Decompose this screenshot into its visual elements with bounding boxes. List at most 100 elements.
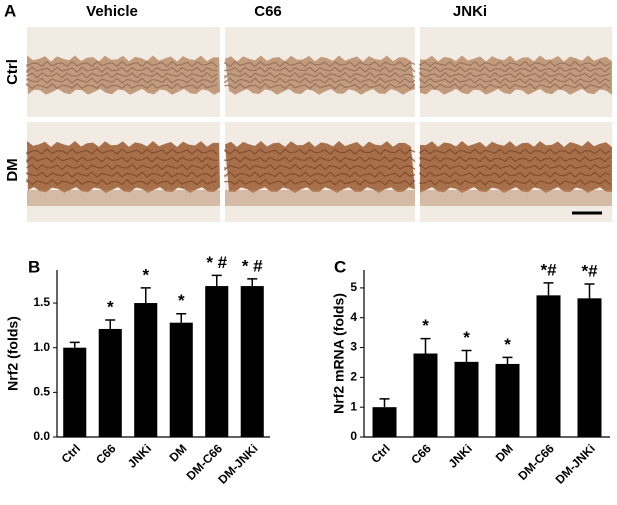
significance-label: * bbox=[422, 316, 429, 335]
x-tick-label: C66 bbox=[408, 441, 434, 467]
tissue-fiber bbox=[224, 60, 416, 68]
tissue-fiber bbox=[419, 171, 611, 178]
tissue-fiber bbox=[419, 156, 611, 163]
x-tick-label: DM-JNKi bbox=[553, 441, 598, 486]
x-tick-label: DM-C66 bbox=[515, 441, 557, 483]
y-tick-label: 1.5 bbox=[33, 295, 50, 309]
column-label: Vehicle bbox=[86, 3, 138, 20]
tissue-fiber bbox=[26, 163, 218, 171]
x-tick-label: DM bbox=[167, 441, 190, 464]
tissue-fiber bbox=[26, 171, 218, 178]
y-axis-label: Nrf2 mRNA (folds) bbox=[331, 293, 347, 414]
tissue-fiber bbox=[419, 163, 611, 171]
significance-label: *# bbox=[581, 262, 598, 281]
significance-label: * # bbox=[242, 256, 263, 275]
tissue-fiber bbox=[224, 179, 416, 186]
significance-label: *# bbox=[540, 260, 557, 279]
tissue-fiber bbox=[224, 77, 416, 84]
x-tick-label: Ctrl bbox=[59, 441, 84, 466]
tissue-fiber bbox=[26, 156, 218, 164]
tissue-fiber bbox=[419, 71, 611, 79]
significance-label: * bbox=[142, 265, 149, 284]
error-bar bbox=[461, 349, 472, 362]
tissue bbox=[420, 55, 612, 95]
significance-label: * bbox=[107, 297, 114, 316]
bar bbox=[577, 298, 602, 437]
adventitia bbox=[225, 190, 415, 206]
y-axis-label: Nrf2 (folds) bbox=[5, 316, 21, 391]
bar bbox=[536, 295, 561, 437]
row-label: DM bbox=[4, 158, 21, 181]
tissue-fiber bbox=[224, 66, 416, 73]
bar bbox=[63, 347, 87, 437]
tissue-fiber bbox=[224, 71, 416, 79]
tissue-fiber bbox=[419, 60, 611, 68]
bar bbox=[98, 328, 122, 437]
tissue-fiber bbox=[26, 148, 218, 155]
panel-label: B bbox=[28, 257, 40, 276]
tissue bbox=[27, 141, 220, 193]
error-bar bbox=[543, 282, 554, 296]
tissue-fiber bbox=[419, 66, 611, 73]
error-bar bbox=[584, 283, 595, 299]
y-tick-label: 0.0 bbox=[33, 429, 50, 443]
y-tick-label: 5 bbox=[350, 280, 357, 294]
y-tick-label: 1.0 bbox=[33, 340, 50, 354]
bar bbox=[495, 363, 520, 437]
tissue-fiber bbox=[224, 148, 416, 155]
tissue bbox=[225, 141, 415, 193]
y-tick-label: 4 bbox=[350, 310, 357, 324]
x-tick-label: JNKi bbox=[125, 441, 154, 470]
significance-label: * bbox=[463, 328, 470, 347]
bar bbox=[413, 353, 438, 437]
error-bar bbox=[69, 341, 80, 348]
tissue-fiber bbox=[26, 178, 218, 186]
error-bar bbox=[105, 319, 116, 329]
y-tick-label: 2 bbox=[350, 370, 357, 384]
tissue bbox=[420, 141, 612, 193]
panel-label: C bbox=[334, 257, 346, 276]
error-bar bbox=[140, 287, 151, 304]
error-bar bbox=[176, 313, 187, 323]
x-tick-label: Ctrl bbox=[368, 441, 393, 466]
tissue-fiber bbox=[26, 66, 218, 74]
significance-label: * bbox=[178, 291, 185, 310]
bar bbox=[205, 286, 229, 437]
error-bar bbox=[247, 278, 258, 287]
significance-label: * bbox=[504, 335, 511, 354]
tissue-fiber bbox=[26, 60, 218, 68]
row-label: Ctrl bbox=[4, 59, 21, 85]
significance-label: * # bbox=[206, 253, 227, 272]
tissue-fiber bbox=[419, 77, 611, 85]
panel-label: A bbox=[4, 1, 16, 20]
tissue-fiber bbox=[224, 171, 416, 178]
tissue-fiber bbox=[26, 71, 218, 79]
adventitia bbox=[420, 190, 612, 206]
y-tick-label: 0 bbox=[350, 429, 357, 443]
bar bbox=[454, 361, 479, 437]
tissue-fiber bbox=[419, 82, 611, 90]
tissue-fiber bbox=[419, 179, 611, 186]
error-bar bbox=[379, 398, 390, 408]
tissue-fiber bbox=[224, 156, 416, 163]
bar bbox=[134, 303, 158, 437]
y-tick-label: 1 bbox=[350, 399, 357, 413]
tissue-fiber bbox=[224, 82, 416, 90]
tissue-fiber bbox=[419, 148, 611, 155]
error-bar bbox=[502, 356, 513, 364]
y-tick-label: 3 bbox=[350, 340, 357, 354]
y-tick-label: 0.5 bbox=[33, 385, 50, 399]
error-bar bbox=[211, 274, 222, 287]
column-label: C66 bbox=[254, 3, 282, 20]
tissue-fiber bbox=[26, 77, 218, 84]
bar bbox=[372, 407, 397, 437]
bar bbox=[169, 322, 193, 437]
x-tick-label: JNKi bbox=[446, 441, 475, 470]
x-tick-label: DM bbox=[493, 441, 516, 464]
adventitia bbox=[27, 190, 220, 206]
tissue-fiber bbox=[26, 82, 218, 90]
tissue-fiber bbox=[224, 163, 416, 171]
x-tick-label: C66 bbox=[93, 441, 119, 467]
